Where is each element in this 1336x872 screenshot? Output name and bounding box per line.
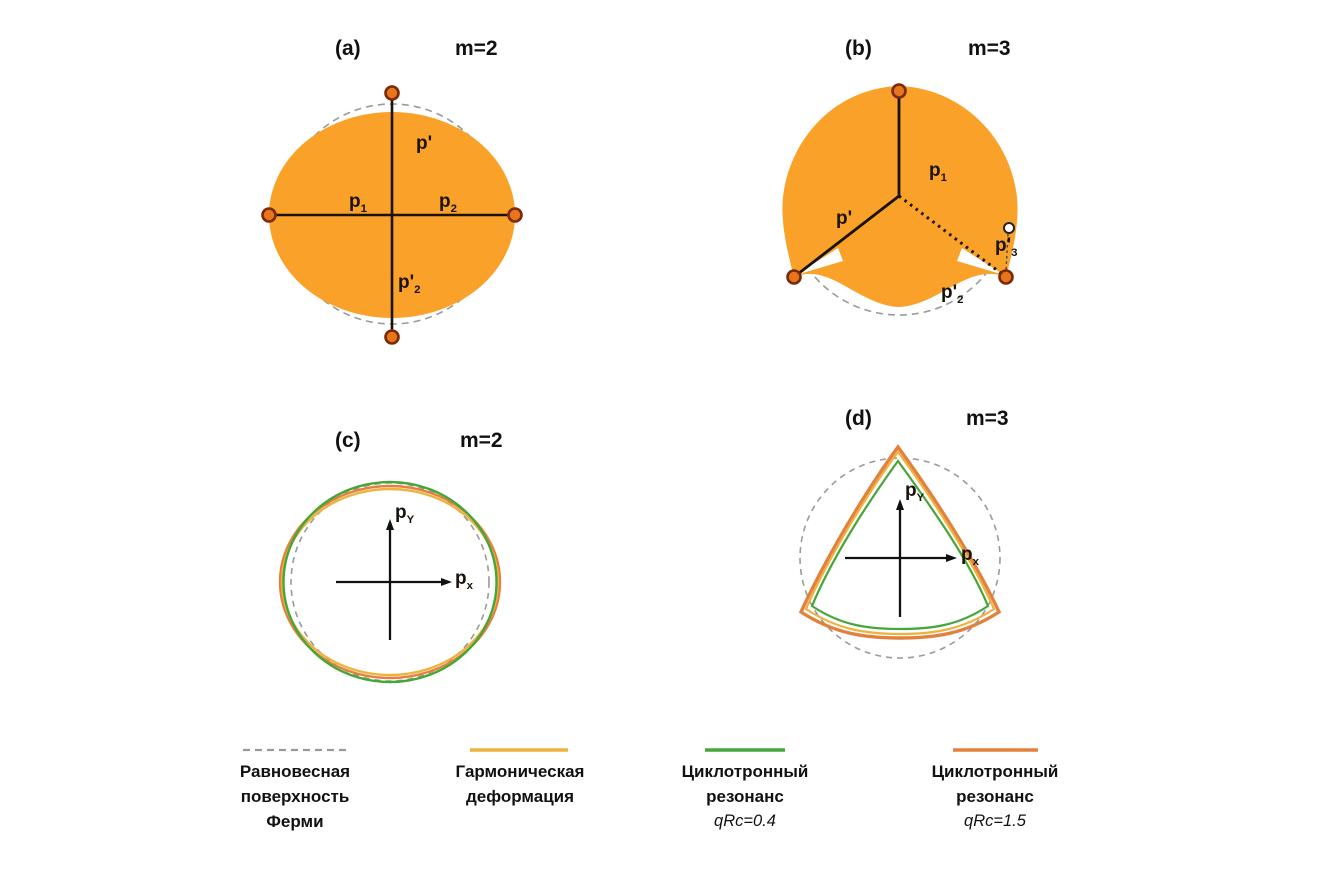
cyclotron-contour-high-q-c — [278, 484, 502, 680]
legend-text-line: резонанс — [956, 787, 1034, 806]
y-axis-arrow-d — [896, 499, 904, 510]
panel-d-mode: m=3 — [966, 407, 1009, 430]
label-p2-a: p2 — [439, 191, 457, 215]
marker-dot-right-a — [507, 207, 523, 223]
legend-item-cyclotron-low-q: Циклотронный резонанс qRc=0.4 — [660, 745, 830, 834]
panel-b-mode: m=3 — [968, 37, 1011, 60]
label-p2-prime-b: p'2 — [941, 282, 964, 306]
legend-note: qRc=1.5 — [964, 812, 1026, 830]
panel-b-graphic — [782, 83, 1018, 316]
label-py-d: pY — [905, 480, 925, 504]
y-axis-arrow-c — [386, 519, 394, 530]
panel-d-tag: (d) — [845, 407, 872, 430]
notch-left-b — [796, 248, 843, 275]
legend-text-line: Циклотронный — [931, 762, 1059, 781]
legend-text-line: Ферми — [266, 812, 324, 831]
legend-text-line: Равновесная — [239, 762, 351, 781]
label-p-prime-b: p' — [836, 208, 853, 229]
marker-dot-lower-left-b — [786, 269, 802, 285]
marker-dot-left-a — [261, 207, 277, 223]
label-px-c: px — [455, 568, 473, 592]
label-px-d: px — [961, 544, 979, 568]
x-axis-arrow-d — [946, 554, 957, 562]
cyclotron-contour-low-q-c — [282, 480, 498, 684]
legend-text-line: резонанс — [706, 787, 784, 806]
legend-text-line: деформация — [465, 787, 575, 806]
panel-a-tag: (a) — [335, 37, 361, 60]
x-axis-arrow-c — [441, 578, 452, 586]
label-p1-b: p1 — [929, 160, 947, 184]
legend-swatch-harmonic-icon — [470, 748, 568, 752]
legend-swatch-dashed-icon — [243, 748, 347, 752]
notch-right-b — [957, 248, 1004, 275]
marker-dot-lower-right-b — [998, 269, 1014, 285]
connector-dashed-b — [1005, 233, 1009, 272]
cyclotron-contour-low-q-d — [810, 459, 990, 631]
label-p-prime-a: p' — [416, 133, 433, 154]
marker-dot-bottom-a — [384, 329, 400, 345]
equilibrium-circle-d — [799, 457, 1001, 659]
marker-open-circle-b — [1003, 222, 1015, 234]
panel-c-tag: (c) — [335, 429, 361, 452]
legend-note: qRc=0.4 — [714, 812, 776, 830]
label-p3-prime-b: p'3 — [995, 235, 1018, 259]
harmonic-contour-c — [280, 487, 500, 677]
legend-item-harmonic-deformation: Гармоническая деформация — [435, 745, 605, 809]
legend-item-equilibrium-fermi: Равновесная поверхность Ферми — [210, 745, 380, 834]
legend-swatch-orange-icon — [953, 748, 1038, 752]
label-py-c: pY — [395, 502, 415, 526]
label-p1-a: p1 — [349, 191, 367, 215]
label-p2-prime-a: p'2 — [398, 272, 421, 296]
cyclotron-contour-high-q-d — [798, 444, 1002, 640]
legend-swatch-green-icon — [705, 748, 785, 752]
panel-c-mode: m=2 — [460, 429, 503, 452]
panel-a-graphic — [261, 85, 523, 345]
panel-b-tag: (b) — [845, 37, 872, 60]
panel-d-graphic — [798, 444, 1002, 659]
panel-a-mode: m=2 — [455, 37, 498, 60]
legend-text-line: поверхность — [240, 787, 350, 806]
radius-line-dotted-lower-right-b — [898, 194, 1007, 279]
legend-text-line: Циклотронный — [681, 762, 809, 781]
harmonic-contour-d — [804, 450, 996, 636]
marker-dot-top-b — [891, 83, 907, 99]
legend-text-line: Гармоническая — [455, 762, 585, 781]
marker-dot-top-a — [384, 85, 400, 101]
radius-line-lower-left-b — [793, 194, 900, 279]
legend-item-cyclotron-high-q: Циклотронный резонанс qRc=1.5 — [910, 745, 1080, 834]
panel-c-graphic — [278, 480, 502, 684]
